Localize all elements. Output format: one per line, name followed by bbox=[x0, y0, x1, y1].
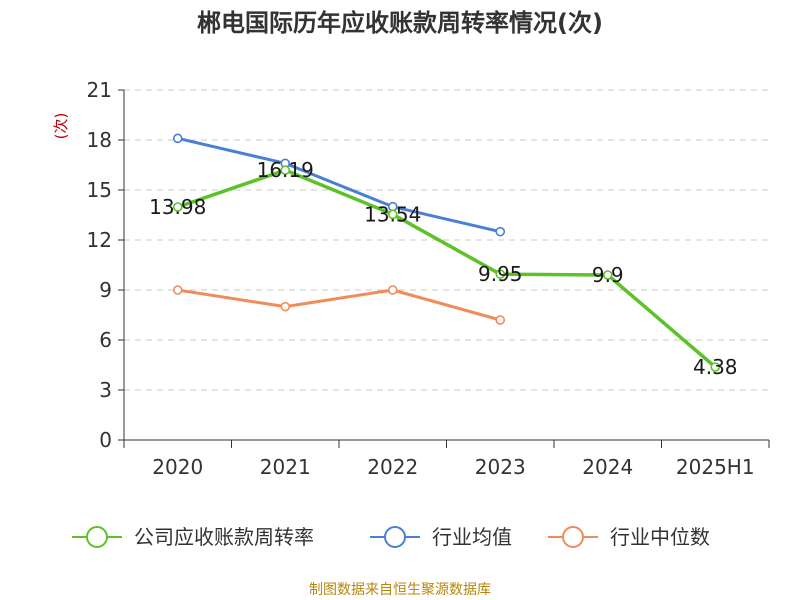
data-point bbox=[495, 226, 506, 237]
data-point bbox=[495, 269, 506, 279]
y-axis-unit-label: (次) bbox=[52, 113, 70, 140]
source-note: 制图数据来自恒生聚源数据库 bbox=[309, 582, 491, 598]
data-point bbox=[710, 362, 721, 372]
x-tick-label: 2024 bbox=[582, 455, 633, 479]
x-tick-label: 2022 bbox=[367, 455, 418, 479]
legend: 公司应收账款周转率 行业均值 行业中位数 bbox=[72, 525, 710, 549]
axes: 0 3 6 9 12 15 18 21 2020 2021 2022 2023 2024 2025H1 bbox=[87, 78, 770, 479]
data-point bbox=[280, 165, 291, 175]
data-label: 9.95 bbox=[478, 262, 523, 286]
y-tick-label: 21 bbox=[87, 78, 112, 102]
legend-item-1: 行业均值 bbox=[370, 525, 512, 549]
chart-title: 郴电国际历年应收账款周转率情况(次) bbox=[197, 9, 603, 37]
data-point bbox=[495, 315, 506, 325]
data-point bbox=[602, 270, 613, 280]
data-point bbox=[387, 209, 398, 220]
y-tick-label: 0 bbox=[99, 428, 112, 452]
x-tick-label: 2020 bbox=[152, 455, 203, 479]
y-tick-label: 18 bbox=[87, 128, 112, 152]
legend-swatch-marker bbox=[562, 526, 584, 548]
data-label: 13.54 bbox=[364, 202, 421, 226]
legend-label: 行业均值 bbox=[432, 525, 512, 549]
legend-swatch-marker bbox=[384, 526, 406, 548]
data-label: 13.98 bbox=[149, 195, 206, 219]
y-tick-label: 15 bbox=[87, 178, 112, 202]
y-tick-label: 12 bbox=[87, 228, 112, 252]
data-label: 9.9 bbox=[592, 263, 624, 287]
x-tick-label: 2021 bbox=[260, 455, 311, 479]
series-lines bbox=[172, 133, 721, 372]
data-label: 4.38 bbox=[693, 355, 738, 379]
series-line-2 bbox=[177, 288, 501, 322]
legend-label: 行业中位数 bbox=[610, 525, 710, 549]
x-tick-label: 2025H1 bbox=[676, 455, 755, 479]
data-point bbox=[172, 285, 183, 295]
data-point bbox=[172, 133, 183, 144]
legend-label: 公司应收账款周转率 bbox=[134, 525, 314, 549]
y-tick-label: 6 bbox=[99, 328, 112, 352]
series-line-0 bbox=[177, 168, 717, 369]
x-tick-label: 2023 bbox=[475, 455, 526, 479]
legend-item-2: 行业中位数 bbox=[548, 525, 710, 549]
y-tick-label: 3 bbox=[99, 378, 112, 402]
y-tick-label: 9 bbox=[99, 278, 112, 302]
data-point bbox=[387, 285, 398, 295]
data-labels: 13.98 16.19 13.54 9.95 9.9 4.38 bbox=[149, 158, 737, 379]
data-point bbox=[172, 202, 183, 212]
data-label: 16.19 bbox=[257, 158, 314, 182]
data-point bbox=[280, 301, 291, 312]
legend-item-0: 公司应收账款周转率 bbox=[72, 525, 314, 549]
grid-lines bbox=[124, 89, 769, 391]
legend-swatch-marker bbox=[86, 526, 108, 548]
series-line-1 bbox=[177, 136, 501, 234]
